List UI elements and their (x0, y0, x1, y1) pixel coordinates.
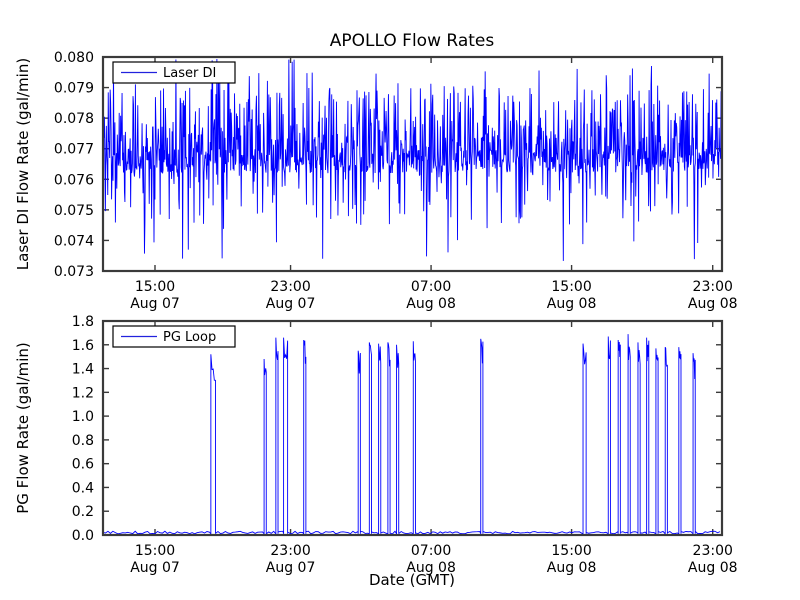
y-tick-label: 1.4 (72, 362, 94, 378)
x-tick-label: 23:00 (693, 279, 733, 295)
x-tick-label: 15:00 (135, 543, 175, 559)
y-tick-label: 0.4 (72, 480, 94, 496)
top-y-axis-label: Laser DI Flow Rate (gal/min) (14, 58, 32, 270)
top-panel: APOLLO Flow Rates Laser DI Flow Rate (ga… (14, 31, 738, 312)
bottom-panel: PG Flow Rate (gal/min) Date (GMT) 0.0 0.2… (14, 314, 738, 589)
top-y-tick-group: 0.073 0.074 0.075 0.076 0.077 0.078 0.079 0.080 (54, 50, 722, 280)
bottom-y-tick-group: 0.0 0.2 0.4 0.6 0.8 1.0 1.2 1.4 1.6 1.8 (72, 314, 722, 544)
x-tick-label: Aug 07 (130, 296, 180, 312)
x-tick-label: 23:00 (270, 279, 310, 295)
y-tick-label: 0.074 (54, 233, 94, 249)
y-tick-label: 0.073 (54, 264, 94, 280)
y-tick-label: 0.0 (72, 528, 94, 544)
x-tick-label: 23:00 (270, 543, 310, 559)
bottom-y-axis-label: PG Flow Rate (gal/min) (14, 342, 32, 514)
y-tick-label: 0.078 (54, 111, 94, 127)
x-axis-label: Date (GMT) (369, 571, 455, 589)
bottom-legend-label: PG Loop (163, 330, 216, 345)
x-tick-label: Aug 08 (406, 560, 456, 576)
x-tick-label: Aug 07 (266, 560, 316, 576)
y-tick-label: 0.080 (54, 50, 94, 66)
y-tick-label: 0.075 (54, 203, 94, 219)
x-tick-label: 07:00 (411, 279, 451, 295)
bottom-plot-frame (101, 319, 724, 537)
series-laser-di (103, 59, 722, 261)
x-tick-label: 23:00 (693, 543, 733, 559)
y-tick-label: 1.0 (72, 409, 94, 425)
top-plot-frame (101, 55, 724, 273)
x-tick-label: Aug 08 (688, 560, 738, 576)
x-tick-label: Aug 08 (688, 296, 738, 312)
series-pg-loop (103, 334, 721, 535)
top-legend-box (112, 61, 236, 84)
x-tick-label: 15:00 (551, 543, 591, 559)
x-tick-label: Aug 08 (406, 296, 456, 312)
y-tick-label: 0.079 (54, 81, 94, 97)
x-tick-label: 07:00 (411, 543, 451, 559)
bottom-legend-box (112, 325, 236, 348)
y-tick-label: 0.076 (54, 172, 94, 188)
y-tick-label: 1.6 (72, 338, 94, 354)
x-tick-label: Aug 08 (547, 560, 597, 576)
y-tick-label: 1.8 (72, 314, 94, 330)
x-tick-label: Aug 08 (547, 296, 597, 312)
x-tick-label: Aug 07 (266, 296, 316, 312)
chart-title: APOLLO Flow Rates (330, 31, 495, 51)
y-tick-label: 0.8 (72, 433, 94, 449)
y-tick-label: 0.2 (72, 504, 94, 520)
y-tick-label: 0.077 (54, 142, 94, 158)
top-legend-label: Laser DI (163, 66, 216, 81)
y-tick-label: 0.6 (72, 457, 94, 473)
x-tick-label: Aug 07 (130, 560, 180, 576)
bottom-legend[interactable]: PG Loop (112, 325, 236, 348)
x-tick-label: 15:00 (135, 279, 175, 295)
top-legend[interactable]: Laser DI (112, 61, 236, 84)
x-tick-label: 15:00 (551, 279, 591, 295)
y-tick-label: 1.2 (72, 385, 94, 401)
